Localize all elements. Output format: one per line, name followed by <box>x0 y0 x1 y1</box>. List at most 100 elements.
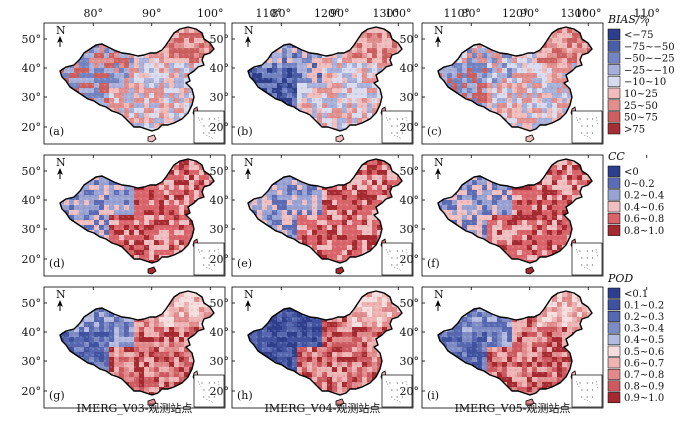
north-arrow-icon <box>435 168 441 179</box>
legend-swatch <box>607 52 621 64</box>
legend-title: POD <box>607 272 633 285</box>
panel-label: (e) <box>237 257 252 270</box>
south-china-sea-inset <box>571 374 603 408</box>
lon-tick-label: 130° <box>561 7 588 20</box>
legend-swatch <box>607 368 621 380</box>
panel-label: (i) <box>427 389 439 402</box>
legend-swatch <box>607 380 621 392</box>
north-label: N <box>56 156 66 169</box>
legend-item-label: <0.1 <box>624 289 648 300</box>
legend-item-label: 0.7~0.8 <box>624 370 664 381</box>
china-raster <box>60 159 214 263</box>
map-panel: N (c) 80° 90° 100° 110° 120° 130° 50° 40° 30° 20° <box>400 7 661 145</box>
lat-tick-label: 50° <box>210 165 230 178</box>
panel-label: (b) <box>237 125 253 138</box>
north-arrow-icon <box>57 168 63 179</box>
lon-tick-label: 130° <box>373 7 400 20</box>
legend-item-label: <−75 <box>624 30 653 41</box>
legend-swatch <box>607 123 621 135</box>
lon-tick-label: 100° <box>385 7 412 20</box>
legend-item-label: 0.2~0.4 <box>624 191 664 202</box>
south-china-sea-inset <box>193 242 225 276</box>
column-labels: IMERG_V03-观测站点 IMERG_V04-观测站点 IMERG_V05-观测… <box>77 401 571 415</box>
lat-tick-label: 20° <box>400 253 420 266</box>
legend-item-label: 0.3~0.4 <box>624 324 664 335</box>
south-china-sea-inset <box>381 110 413 144</box>
china-border <box>247 290 403 396</box>
lon-tick-label: 120° <box>314 7 341 20</box>
north-label: N <box>56 288 66 301</box>
china-border <box>437 290 593 396</box>
lat-tick-label: 40° <box>400 62 420 75</box>
legend-swatch <box>607 111 621 123</box>
legend-swatch <box>607 287 621 299</box>
legend-item-label: −10~10 <box>624 77 666 88</box>
north-label: N <box>244 156 254 169</box>
map-panel: N (g) 50° 40° 30° 20° <box>22 286 387 409</box>
lat-tick-label: 50° <box>22 33 42 46</box>
legend-group: BIAS/% <−75−75~−50−50~−25−25~−10−10~1010~… <box>607 13 675 404</box>
lon-tick-label: 100° <box>197 7 224 20</box>
hainan-island <box>147 266 157 275</box>
panel-label: (f) <box>427 257 440 270</box>
column-label: IMERG_V04-观测站点 <box>265 401 381 415</box>
map-panel: N (i) 50° 40° 30° 20° <box>400 286 648 409</box>
north-arrow-icon <box>57 300 63 311</box>
lat-tick-label: 20° <box>210 253 230 266</box>
legend-item-label: 0~0.2 <box>624 179 655 190</box>
lon-tick-label: 120° <box>502 7 529 20</box>
lat-tick-label: 40° <box>400 326 420 339</box>
north-label: N <box>434 288 444 301</box>
china-border <box>59 290 215 396</box>
lon-tick-label: 90° <box>142 7 162 20</box>
legend-item-label: <0 <box>624 167 639 178</box>
legend-title: CC <box>608 150 625 163</box>
china-border <box>437 26 593 132</box>
lat-tick-label: 40° <box>210 62 230 75</box>
legend-swatch <box>607 201 621 213</box>
panel-label: (h) <box>237 389 253 402</box>
legend-swatch <box>607 64 621 76</box>
lat-tick-label: 40° <box>22 326 42 339</box>
north-arrow-icon <box>245 300 251 311</box>
lon-tick-label: 100° <box>575 7 602 20</box>
legend-swatch <box>607 334 621 346</box>
lon-tick-label: 80° <box>272 7 292 20</box>
legend-item-label: −75~−50 <box>624 42 675 53</box>
south-china-sea-inset <box>381 242 413 276</box>
legend-swatch <box>607 189 621 201</box>
china-border <box>437 158 593 264</box>
south-china-sea-inset <box>381 374 413 408</box>
column-label: IMERG_V05-观测站点 <box>455 401 571 415</box>
lat-tick-label: 50° <box>400 165 420 178</box>
lat-tick-label: 30° <box>22 355 42 368</box>
map-panel: N (h) 50° 40° 30° 20° <box>210 286 575 409</box>
china-border <box>247 158 403 264</box>
map-panel: N (d) 50° 40° 30° 20° <box>22 154 387 277</box>
south-china-sea-inset <box>193 110 225 144</box>
lat-tick-label: 40° <box>400 194 420 207</box>
north-label: N <box>434 156 444 169</box>
lon-tick-label: 110° <box>444 7 471 20</box>
lat-tick-label: 30° <box>210 91 230 104</box>
lat-tick-label: 40° <box>22 62 42 75</box>
hainan-island <box>525 398 535 407</box>
column-label: IMERG_V03-观测站点 <box>77 401 193 415</box>
north-arrow-icon <box>435 300 441 311</box>
panel-label: (a) <box>49 125 64 138</box>
lat-tick-label: 20° <box>400 121 420 134</box>
lat-tick-label: 50° <box>22 165 42 178</box>
lat-tick-label: 40° <box>22 194 42 207</box>
hainan-island <box>525 134 535 143</box>
lon-tick-label: 80° <box>462 7 482 20</box>
lon-tick-label: 110° <box>634 7 661 20</box>
hainan-island <box>335 266 345 275</box>
legend-item-label: 0.4~0.6 <box>624 202 664 213</box>
lat-tick-label: 30° <box>210 223 230 236</box>
north-label: N <box>244 24 254 37</box>
legend-swatch <box>607 357 621 369</box>
legend-swatch <box>607 322 621 334</box>
lat-tick-label: 50° <box>210 297 230 310</box>
lat-tick-label: 30° <box>22 223 42 236</box>
legend-item-label: 0.4~0.5 <box>624 335 664 346</box>
